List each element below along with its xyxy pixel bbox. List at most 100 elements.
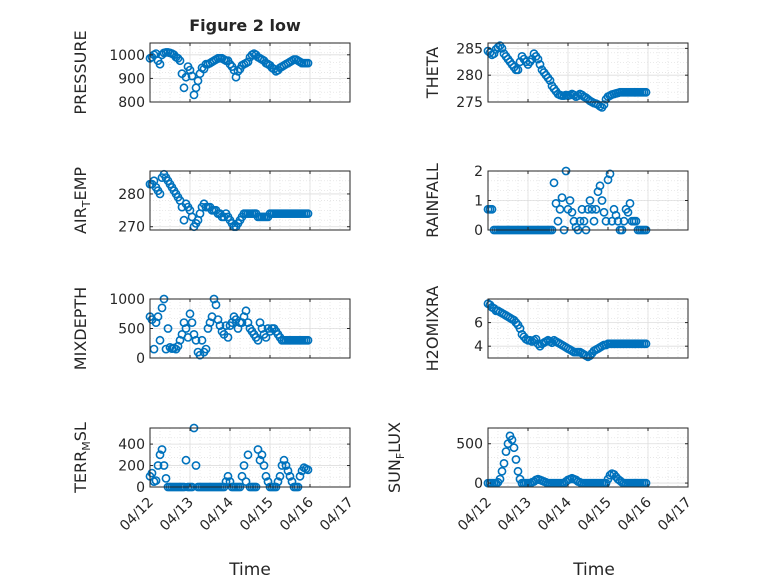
axes-air-temp: 270 280 AIRTEMP [71, 167, 351, 236]
data-point [597, 196, 607, 205]
data-point [497, 466, 507, 476]
y-tick-label: 200 [118, 459, 145, 475]
data-point [607, 216, 617, 226]
y-tick-label: 0 [136, 351, 145, 367]
y-axis-label: H2OMIXRA [423, 286, 442, 372]
y-tick-label: 275 [456, 95, 483, 111]
data-point [599, 100, 609, 110]
data-point [295, 471, 305, 481]
axes-h2omixra: 4 6 H2OMIXRA [423, 286, 689, 372]
data-point [601, 216, 611, 226]
data-point [507, 435, 517, 445]
data-point [261, 332, 271, 342]
axes-sun-flux: 0 500 04/12 04/13 04/14 04/15 04/16 04/17 SUNFLU… [385, 422, 695, 534]
y-tick-label: 280 [118, 187, 145, 203]
data-point [147, 468, 157, 478]
data-point [261, 471, 271, 481]
data-point [557, 193, 567, 202]
data-point [259, 461, 269, 470]
data-point [549, 178, 559, 188]
x-tick-label: 04/17 [317, 495, 357, 535]
data-point [187, 71, 197, 81]
data-point [153, 461, 163, 470]
x-tick-label: 04/14 [197, 494, 237, 534]
y-axis-label: PRESSURE [71, 30, 90, 114]
y-tick-label: 2 [474, 164, 483, 180]
data-point [181, 72, 191, 82]
data-point [579, 216, 589, 226]
axes-mixdepth: 0 500 1000 MIXDEPTH [71, 287, 351, 370]
y-tick-label: 800 [118, 95, 145, 111]
data-point [179, 83, 189, 93]
y-axis-label: SUNFLUX [385, 422, 407, 493]
data-point [551, 198, 561, 208]
data-point [201, 344, 211, 354]
data-point [279, 455, 289, 465]
data-point [239, 461, 249, 470]
data-point [187, 318, 197, 327]
data-point [269, 64, 279, 74]
data-point [553, 216, 563, 226]
data-point [575, 216, 585, 226]
data-point [625, 198, 635, 208]
data-point [253, 335, 263, 345]
data-point [181, 455, 191, 465]
axes-frame [487, 298, 689, 359]
data-point [589, 216, 599, 226]
data-point [599, 207, 609, 217]
y-tick-label: 270 [118, 220, 145, 236]
data-point [545, 76, 555, 85]
x-tick-label: 04/14 [535, 494, 575, 534]
data-point [573, 91, 583, 100]
data-point [155, 59, 165, 69]
x-tick-label: 04/15 [575, 495, 615, 535]
data-point [175, 56, 185, 66]
data-point [241, 306, 251, 316]
data-point [223, 332, 233, 342]
data-point [173, 53, 183, 63]
y-tick-label: 280 [456, 68, 483, 84]
data-point [303, 58, 313, 68]
x-tick-label: 04/12 [117, 495, 157, 535]
x-tick-label: 04/16 [277, 494, 317, 534]
y-tick-label: 285 [456, 41, 483, 57]
data-point [565, 196, 575, 205]
axes-frame [487, 427, 689, 488]
x-tick-label: 04/13 [495, 495, 535, 535]
data-point [151, 476, 161, 485]
data-point [605, 169, 615, 179]
data-point [283, 466, 293, 476]
data-point [591, 204, 601, 214]
data-point [513, 466, 523, 476]
data-point [605, 470, 615, 480]
data-point [547, 338, 557, 348]
data-point [275, 471, 285, 481]
axes-rainfall: 0 1 2 RAINFALL [423, 163, 689, 239]
data-point [179, 215, 189, 225]
data-point [303, 335, 313, 345]
data-point [185, 309, 195, 319]
data-point [273, 477, 283, 486]
data-point [161, 473, 171, 483]
y-tick-label: 1000 [109, 48, 145, 64]
data-point [221, 477, 231, 486]
data-point [489, 49, 499, 59]
data-point [243, 450, 253, 460]
data-point [499, 458, 509, 468]
y-axis-label: THETA [423, 47, 442, 99]
x-tick-label: 04/16 [615, 494, 655, 534]
axes-pressure: 800 900 1000 PRESSURE [71, 30, 351, 115]
figure-title: Figure 2 low [189, 16, 301, 35]
y-tick-label: 1000 [109, 292, 145, 308]
data-point [281, 461, 291, 470]
data-point [211, 300, 221, 310]
data-point [223, 471, 233, 481]
data-point [535, 60, 545, 69]
data-point [257, 450, 267, 460]
data-point [533, 339, 543, 349]
y-axis-label: MIXDEPTH [71, 287, 90, 370]
y-tick-label: 4 [474, 339, 483, 355]
data-point [501, 447, 511, 456]
data-point [197, 335, 207, 345]
data-point [509, 443, 519, 453]
